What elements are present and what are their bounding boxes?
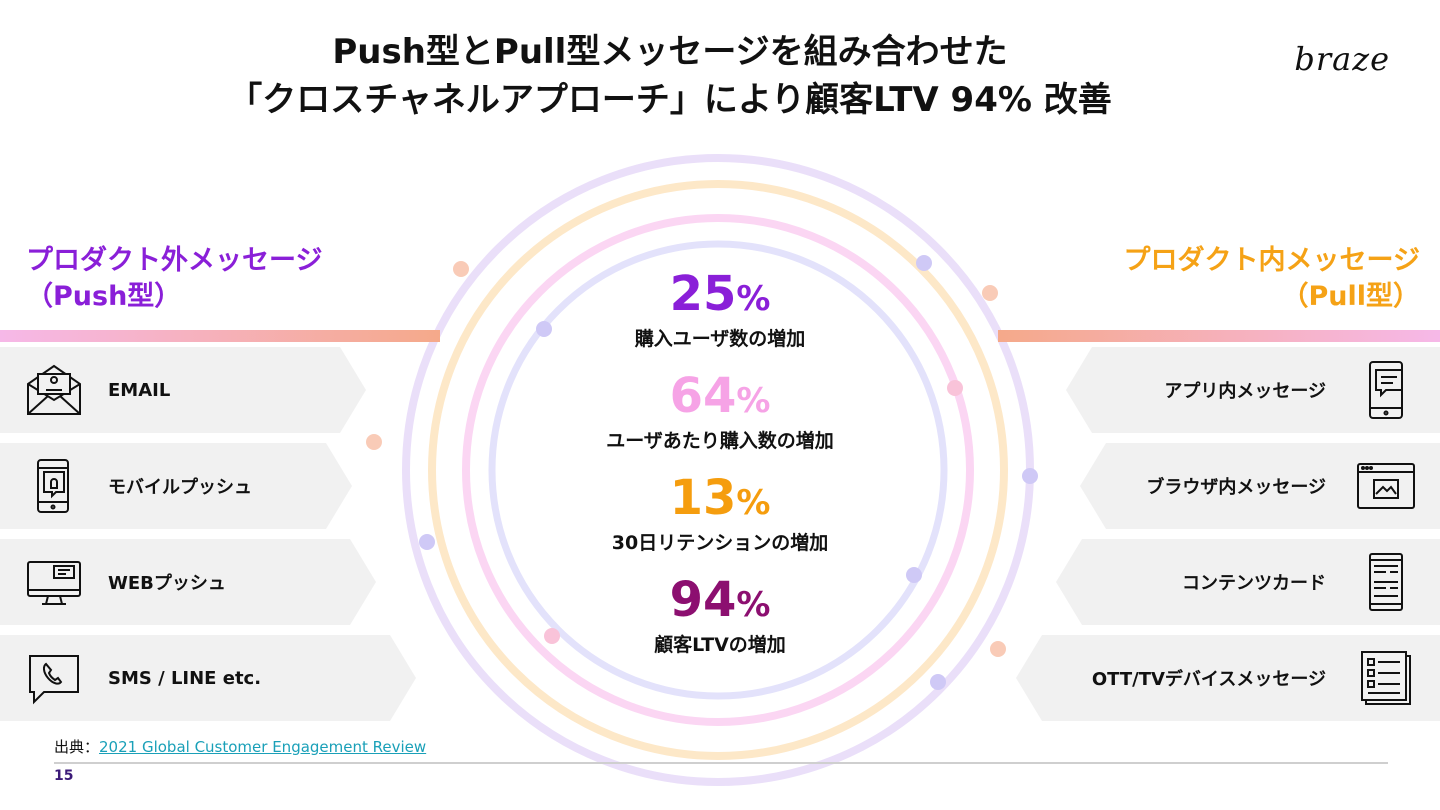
stat-label: 購入ユーザ数の増加 <box>634 328 806 350</box>
stats-panel: 25% 購入ユーザ数の増加 64% ユーザあたり購入数の増加 13% 30日リテ… <box>560 266 880 674</box>
ring-dot <box>930 674 946 690</box>
pull-heading-line1: プロダクト内メッセージ <box>1123 245 1420 276</box>
chat-phone-icon <box>24 648 84 708</box>
page-number: 15 <box>54 768 74 784</box>
pull-channel-row: ブラウザ内メッセージ <box>1080 443 1440 529</box>
push-channel-label: EMAIL <box>108 379 171 401</box>
push-channel-row: SMS / LINE etc. <box>0 635 416 721</box>
push-channel-label: モバイルプッシュ <box>108 477 252 498</box>
stat-label: 顧客LTVの増加 <box>654 634 786 656</box>
pull-channel-row: アプリ内メッセージ <box>1066 347 1440 433</box>
ring-dot <box>366 434 382 450</box>
pull-heading-line2: （Pull型） <box>1281 281 1420 312</box>
ring-dot <box>544 628 560 644</box>
pull-channel-label: アプリ内メッセージ <box>1164 381 1326 402</box>
ring-dot <box>982 285 998 301</box>
inner-lavender-ring <box>488 240 948 700</box>
push-channel-row: モバイルプッシュ <box>0 443 352 529</box>
stat-item: 13% 30日リテンションの増加 <box>560 470 880 572</box>
pull-channel-label: OTT/TVデバイスメッセージ <box>1091 669 1326 690</box>
pink-ring <box>462 214 974 726</box>
ring-dot <box>1022 468 1038 484</box>
mobile-push-icon <box>24 456 84 516</box>
slide-title: Push型とPull型メッセージを組み合わせた 「クロスチャネルアプローチ」によ… <box>0 28 1340 124</box>
ring-dot <box>990 641 1006 657</box>
pull-channel-label: ブラウザ内メッセージ <box>1146 477 1326 498</box>
stat-value: 13% <box>669 470 771 526</box>
push-channel-row: WEBプッシュ <box>0 539 376 625</box>
left-accent-bar <box>0 330 440 342</box>
stat-label: ユーザあたり購入数の増加 <box>606 430 834 452</box>
ring-dot <box>419 534 435 550</box>
stat-value: 64% <box>669 368 771 424</box>
envelope-icon <box>24 360 84 420</box>
stat-value: 25% <box>669 266 771 322</box>
peach-ring <box>428 180 1008 760</box>
pull-channel-label: コンテンツカード <box>1182 573 1326 594</box>
ring-dot <box>916 255 932 271</box>
ring-dot <box>453 261 469 277</box>
footer-divider <box>54 762 1388 764</box>
push-channel-label: WEBプッシュ <box>108 573 226 594</box>
braze-logo: braze <box>1294 40 1390 78</box>
stat-label: 30日リテンションの増加 <box>611 532 829 554</box>
push-channel-label: SMS / LINE etc. <box>108 667 262 689</box>
document-list-icon <box>1361 651 1411 705</box>
ring-dot <box>906 567 922 583</box>
stat-value: 94% <box>669 572 771 628</box>
push-channel-row: EMAIL <box>0 347 366 433</box>
stat-item: 94% 顧客LTVの増加 <box>560 572 880 674</box>
content-cards-icon <box>1369 553 1403 611</box>
browser-window-icon <box>1357 463 1415 509</box>
ring-dot <box>947 380 963 396</box>
push-heading: プロダクト外メッセージ （Push型） <box>26 243 322 315</box>
pull-channel-row: コンテンツカード <box>1056 539 1440 625</box>
source-prefix: 出典： <box>54 738 100 756</box>
phone-message-icon <box>1369 361 1403 419</box>
source-citation: 出典：2021 Global Customer Engagement Revie… <box>54 736 426 757</box>
pull-heading: プロダクト内メッセージ （Pull型） <box>1124 243 1420 315</box>
pull-channel-row: OTT/TVデバイスメッセージ <box>1016 635 1440 721</box>
stat-item: 25% 購入ユーザ数の増加 <box>560 266 880 368</box>
push-heading-line1: プロダクト外メッセージ <box>26 245 323 276</box>
title-line-1: Push型とPull型メッセージを組み合わせた <box>332 32 1008 72</box>
right-accent-bar <box>998 330 1440 342</box>
source-link[interactable]: 2021 Global Customer Engagement Review <box>99 738 427 756</box>
stat-item: 64% ユーザあたり購入数の増加 <box>560 368 880 470</box>
monitor-icon <box>24 552 84 612</box>
title-line-2: 「クロスチャネルアプローチ」により顧客LTV 94% 改善 <box>228 80 1112 120</box>
ring-dot <box>536 321 552 337</box>
push-heading-line2: （Push型） <box>26 281 182 312</box>
